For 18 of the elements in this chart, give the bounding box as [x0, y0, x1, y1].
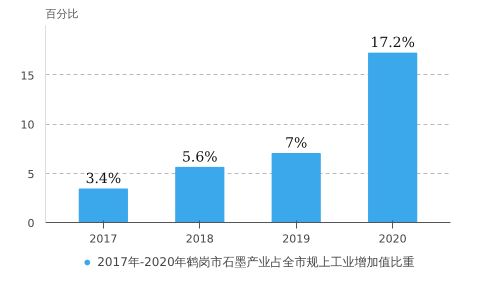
bar	[368, 52, 418, 222]
y-tick-label: 10	[20, 118, 35, 132]
y-tick-label: 5	[28, 168, 34, 181]
bar	[175, 166, 224, 222]
y-axis-title: 百分比	[46, 8, 78, 20]
bar	[272, 153, 321, 222]
x-tick-label: 2020	[378, 232, 407, 246]
text: 7%	[285, 136, 308, 152]
text: 3.4%	[86, 171, 122, 188]
bar	[78, 188, 128, 222]
text: 5.6%	[182, 149, 218, 166]
x-tick-label: 2019	[282, 232, 310, 246]
x-tick-label: 2018	[186, 232, 214, 246]
text: 17.2%	[370, 35, 415, 52]
legend-label: 2017年-2020年鹤岗市石墨产业占全市规上工业增加值比重	[97, 254, 415, 270]
x-tick-label: 2017	[89, 232, 118, 246]
y-tick-label: 0	[28, 217, 34, 230]
y-tick-label: 15	[20, 69, 35, 82]
